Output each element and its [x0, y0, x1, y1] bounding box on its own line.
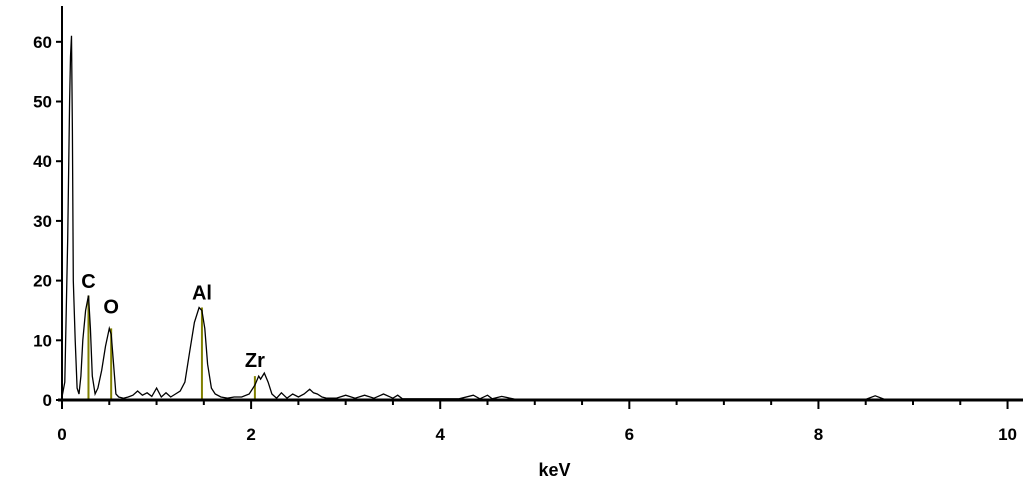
- x-axis-ticks: 0 2 4 6 8 10: [57, 400, 1017, 444]
- x-tick-label: 0: [57, 425, 66, 444]
- x-tick-label: 10: [998, 425, 1017, 444]
- y-tick-label: 50: [33, 93, 52, 112]
- peak-label: O: [103, 296, 119, 318]
- x-tick-label: 4: [435, 425, 445, 444]
- x-tick-label: 2: [246, 425, 255, 444]
- x-tick-label: 6: [625, 425, 634, 444]
- y-tick-label: 20: [33, 272, 52, 291]
- y-tick-label: 40: [33, 152, 52, 171]
- y-axis-ticks: 0 10 20 30 40 50 60: [33, 33, 62, 410]
- peak-label: Zr: [245, 350, 265, 372]
- y-tick-label: 60: [33, 33, 52, 52]
- y-tick-label: 10: [33, 331, 52, 350]
- x-tick-label: 8: [814, 425, 823, 444]
- peak-label: Al: [192, 283, 212, 305]
- y-tick-label: 0: [43, 391, 52, 410]
- peak-label: C: [81, 271, 95, 293]
- peak-label-group: CO Al Zr: [81, 271, 265, 372]
- spectrum-series-line: [61, 35, 1017, 401]
- y-tick-label: 30: [33, 212, 52, 231]
- x-axis-title: keV: [538, 460, 570, 480]
